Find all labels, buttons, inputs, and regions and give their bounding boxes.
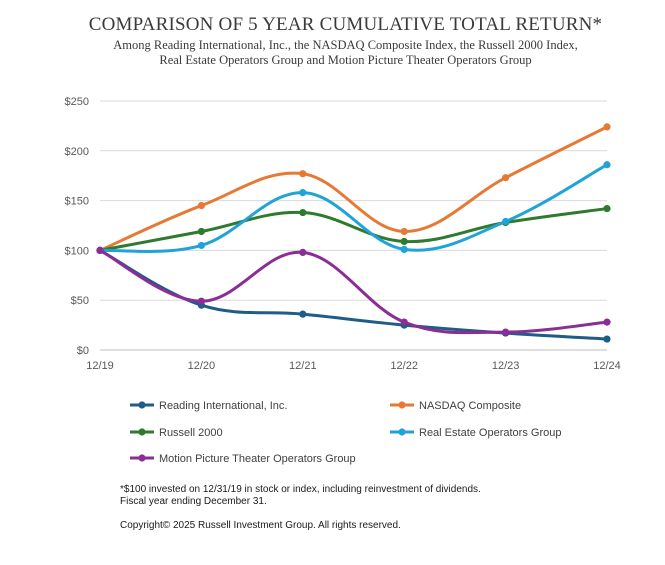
legend-label: Real Estate Operators Group [419,427,561,439]
data-point [400,318,408,326]
data-point [502,328,510,336]
data-point [400,245,408,254]
data-point [603,335,611,343]
data-point [400,237,408,246]
legend-swatch-marker [398,428,406,436]
series-line [98,125,609,252]
x-tick-label: 12/20 [188,360,216,372]
legend-swatch-marker [398,401,406,409]
y-tick-label: $100 [65,245,89,257]
data-point [299,248,307,256]
chart-subtitle-line-1: Among Reading International, Inc., the N… [113,38,578,52]
data-point [197,201,205,210]
data-point [299,189,307,197]
copyright-notice: Copyright© 2025 Russell Investment Group… [120,520,401,531]
data-point [603,204,611,213]
legend-label: Russell 2000 [159,427,223,439]
data-point [197,241,205,250]
x-tick-label: 12/23 [492,360,520,372]
legend-swatch-marker [138,401,146,409]
y-tick-label: $150 [65,196,89,208]
y-tick-label: $250 [65,96,89,108]
legend-label: Reading International, Inc. [159,400,287,412]
data-point [197,227,205,236]
chart-title: COMPARISON OF 5 YEAR CUMULATIVE TOTAL RE… [88,14,603,35]
x-tick-label: 12/22 [390,360,418,372]
x-tick-label: 12/19 [86,360,114,372]
data-point [299,310,307,318]
y-tick-label: $0 [77,345,89,357]
legend-label: Motion Picture Theater Operators Group [159,453,356,465]
footnote-fiscal-year: Fiscal year ending December 31. [120,496,267,507]
data-point [299,170,307,178]
data-point [603,318,611,326]
x-tick-label: 12/21 [289,360,317,372]
series-line [98,163,609,253]
footnote-investment: *$100 invested on 12/31/19 in stock or i… [120,484,481,495]
y-tick-label: $200 [65,146,89,158]
series-line [98,207,609,252]
series-line [98,248,609,335]
data-point [400,227,408,236]
data-point [502,174,510,182]
legend-label: NASDAQ Composite [419,400,521,412]
chart-subtitle-line-2: Real Estate Operators Group and Motion P… [159,53,532,67]
x-tick-label: 12/24 [593,360,621,372]
data-point [96,246,104,254]
line-chart: $0 $50 $100 $150 $200 $250 12/19 12/20 12/21 12/2… [65,96,621,465]
data-point [603,123,611,131]
data-point [299,208,307,217]
legend-swatch-marker [138,454,146,462]
legend-swatch-marker [138,428,146,436]
data-point [603,161,611,169]
y-tick-label: $50 [71,295,89,307]
data-point [502,217,510,226]
data-point [197,297,205,305]
